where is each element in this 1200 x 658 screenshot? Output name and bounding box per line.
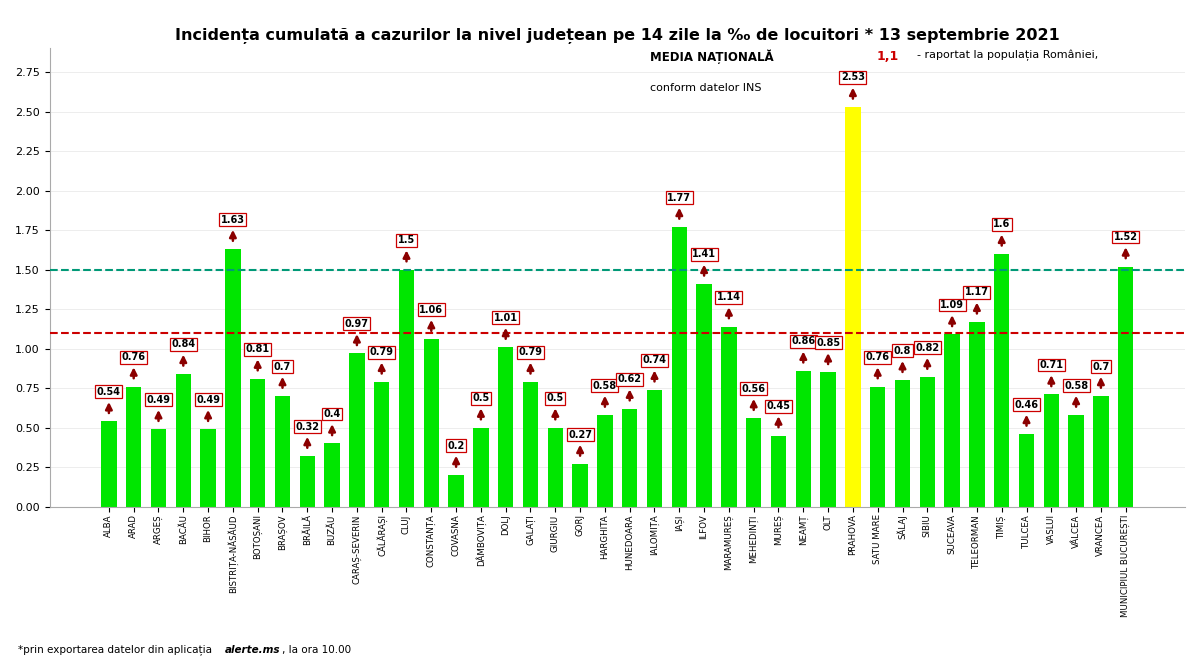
Text: 0.58: 0.58 [593,380,617,391]
Bar [126,387,142,507]
Bar [250,379,265,507]
Text: 1.52: 1.52 [1114,232,1138,242]
Bar [523,382,538,507]
Bar [598,415,612,507]
Bar [1044,395,1058,507]
Text: 1.06: 1.06 [419,305,443,315]
Bar [721,326,737,507]
Text: 0.32: 0.32 [295,422,319,432]
Text: 0.79: 0.79 [518,347,542,357]
Title: Incidența cumulată a cazurilor la nivel județean pe 14 zile la ‰ de locuitori * : Incidența cumulată a cazurilor la nivel … [175,28,1060,44]
Bar [895,380,910,507]
Bar [449,475,463,507]
Bar [101,421,116,507]
Bar [1068,415,1084,507]
Text: conform datelor INS: conform datelor INS [650,84,762,93]
Bar [324,443,340,507]
Text: 1.6: 1.6 [994,219,1010,230]
Bar [1093,396,1109,507]
Bar [970,322,984,507]
Text: 0.85: 0.85 [816,338,840,348]
Text: 0.58: 0.58 [1064,380,1088,391]
Bar [226,249,240,507]
Bar [275,396,290,507]
Text: , la ora 10.00: , la ora 10.00 [282,645,352,655]
Bar [374,382,389,507]
Bar [398,270,414,507]
Bar [870,387,886,507]
Bar [572,464,588,507]
Text: 0.54: 0.54 [97,387,121,397]
Text: 1.77: 1.77 [667,193,691,203]
Bar [547,428,563,507]
Bar [672,227,686,507]
Text: 0.97: 0.97 [344,319,368,329]
Bar [796,371,811,507]
Text: - raportat la populația României,: - raportat la populația României, [917,50,1098,61]
Text: 0.4: 0.4 [324,409,341,419]
Bar [622,409,637,507]
Text: 0.2: 0.2 [448,441,464,451]
Bar [175,374,191,507]
Bar [770,436,786,507]
Text: 1.01: 1.01 [493,313,517,322]
Bar [1118,266,1133,507]
Text: 0.27: 0.27 [568,430,592,440]
Bar [696,284,712,507]
Text: 0.79: 0.79 [370,347,394,357]
Text: 0.84: 0.84 [172,340,196,349]
Bar [845,107,860,507]
Bar [473,428,488,507]
Text: 0.56: 0.56 [742,384,766,393]
Text: 1,1: 1,1 [877,50,899,63]
Text: 0.86: 0.86 [791,336,815,346]
Text: alerte.ms: alerte.ms [224,645,280,655]
Text: 0.49: 0.49 [196,395,220,405]
Text: 0.62: 0.62 [618,374,642,384]
Text: 1.14: 1.14 [716,292,740,302]
Text: 1.5: 1.5 [398,235,415,245]
Text: 1.63: 1.63 [221,215,245,224]
Text: 0.45: 0.45 [767,401,791,411]
Bar [151,429,166,507]
Bar [300,456,314,507]
Bar [349,353,365,507]
Text: 0.5: 0.5 [473,393,490,403]
Text: 0.7: 0.7 [1092,362,1110,372]
Text: *prin exportarea datelor din aplicația: *prin exportarea datelor din aplicația [18,644,215,655]
Text: 1.17: 1.17 [965,288,989,297]
Bar [424,339,439,507]
Bar [994,254,1009,507]
Text: 0.76: 0.76 [865,352,889,362]
Bar [498,347,514,507]
Bar [919,377,935,507]
Bar [746,418,761,507]
Text: 0.46: 0.46 [1014,399,1038,409]
Text: 0.5: 0.5 [547,393,564,403]
Text: 0.8: 0.8 [894,346,911,356]
Text: MEDIA NAȚIONALĂ: MEDIA NAȚIONALĂ [650,50,778,64]
Text: 2.53: 2.53 [841,72,865,82]
Text: 0.7: 0.7 [274,362,292,372]
Text: 0.49: 0.49 [146,395,170,405]
Text: 0.81: 0.81 [246,344,270,354]
Bar [821,372,835,507]
Bar [647,390,662,507]
Bar [200,429,216,507]
Bar [944,334,960,507]
Text: 0.76: 0.76 [121,352,145,362]
Text: 1.41: 1.41 [692,249,716,259]
Text: 0.82: 0.82 [916,343,940,353]
Bar [1019,434,1034,507]
Text: 0.71: 0.71 [1039,360,1063,370]
Text: 1.09: 1.09 [940,300,964,310]
Text: 0.74: 0.74 [642,355,666,365]
